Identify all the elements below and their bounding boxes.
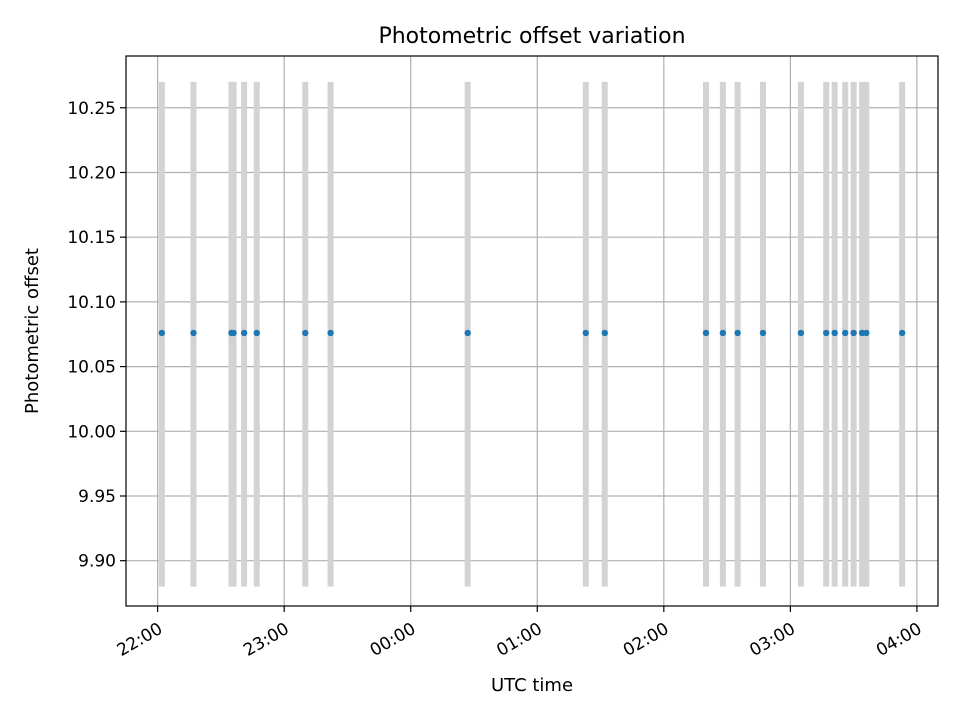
data-point bbox=[230, 329, 237, 337]
data-point bbox=[759, 329, 767, 337]
y-tick-label: 9.90 bbox=[78, 552, 116, 572]
y-tick-label: 10.05 bbox=[67, 358, 116, 378]
data-point bbox=[464, 329, 471, 337]
data-point bbox=[898, 329, 906, 337]
y-axis-label: Photometric offset bbox=[22, 248, 43, 414]
data-point bbox=[823, 329, 830, 337]
data-point bbox=[601, 329, 608, 337]
y-tick-label: 10.10 bbox=[67, 293, 116, 313]
y-tick-label: 10.00 bbox=[67, 422, 116, 442]
data-point bbox=[719, 329, 727, 337]
data-point bbox=[327, 329, 334, 337]
y-tick-label: 9.95 bbox=[78, 487, 116, 507]
data-point bbox=[702, 329, 710, 337]
data-point bbox=[734, 329, 741, 337]
data-point bbox=[302, 329, 309, 337]
plot-area-frame bbox=[125, 55, 939, 607]
data-point bbox=[190, 329, 197, 337]
data-point bbox=[850, 329, 857, 337]
data-point bbox=[253, 329, 260, 337]
y-tick-label: 10.25 bbox=[67, 99, 116, 119]
data-points bbox=[158, 329, 906, 337]
y-tick-label: 10.20 bbox=[67, 163, 116, 183]
chart-title: Photometric offset variation bbox=[378, 24, 685, 49]
data-point bbox=[797, 329, 805, 337]
y-axis-ticks: 9.90 9.95 10.00 10.05 10.10 10.15 10.20 10.25 bbox=[67, 99, 126, 572]
data-point bbox=[831, 329, 838, 337]
data-point bbox=[863, 329, 870, 337]
y-tick-label: 10.15 bbox=[67, 228, 116, 248]
x-axis-label: UTC time bbox=[491, 675, 573, 696]
data-point bbox=[240, 329, 248, 337]
data-point bbox=[158, 329, 166, 337]
data-point bbox=[582, 329, 589, 337]
data-point bbox=[842, 329, 849, 337]
